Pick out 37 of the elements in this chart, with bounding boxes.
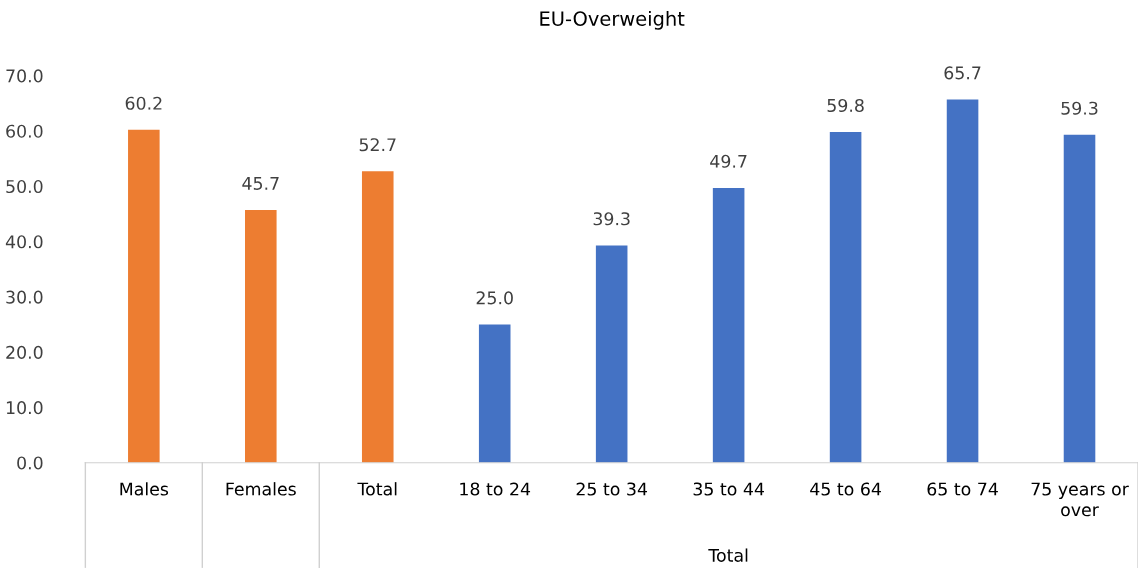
data-label: 65.7 [944,66,981,80]
chart-title: EU-Overweight [540,10,685,30]
y-tick-label: 20.0 [6,345,43,359]
x-tick-label: 65 to 74 [927,482,998,496]
y-tick-label: 50.0 [6,179,43,194]
x-tick-label: 35 to 44 [693,482,764,496]
bar [245,210,277,463]
x-tick-label: 18 to 24 [460,482,531,496]
bar [478,324,511,463]
data-label: 45.7 [242,177,279,190]
bar [829,132,862,463]
data-label: 49.7 [710,154,747,168]
x-tick-label: Total [357,482,397,496]
data-label: 60.2 [125,96,162,110]
x-tick-label: 45 to 64 [810,482,881,496]
bar [1063,134,1096,463]
y-tick-label: 40.0 [5,235,43,249]
bar [946,99,979,463]
data-label: 59.8 [827,98,864,113]
y-tick-label: 10.0 [6,401,43,415]
x-tick-label: 75 years or over [1031,482,1129,517]
bar [128,129,160,463]
data-label: 59.3 [1061,101,1098,115]
y-tick-label: 30.0 [6,290,43,304]
x-tick-label: Males [120,482,169,496]
bar [361,171,394,463]
text: Total [708,548,748,562]
x-tick-label: Females [226,482,296,496]
data-label: 52.7 [359,138,396,152]
y-tick-label: 0.0 [17,456,43,470]
bar [712,187,745,463]
data-label: 39.3 [593,212,630,226]
x-tick-label: 25 to 34 [576,482,648,496]
bar [595,245,628,463]
y-tick-label: 70.0 [6,69,43,83]
data-label: 25.0 [476,291,513,305]
y-tick-label: 60.0 [6,124,43,138]
